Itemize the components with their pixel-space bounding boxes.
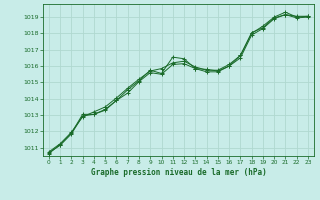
X-axis label: Graphe pression niveau de la mer (hPa): Graphe pression niveau de la mer (hPa) — [91, 168, 266, 177]
